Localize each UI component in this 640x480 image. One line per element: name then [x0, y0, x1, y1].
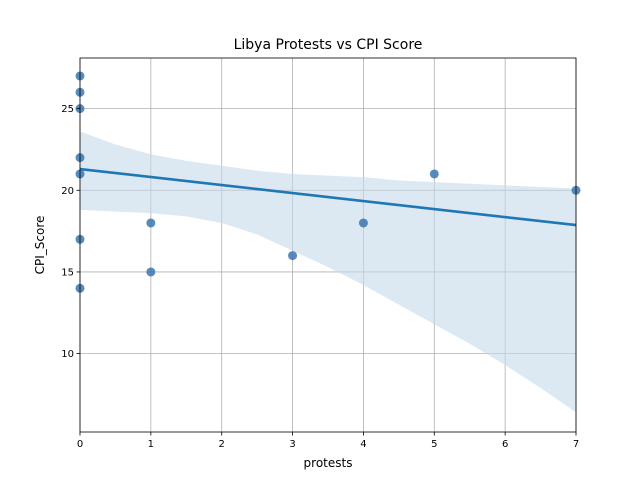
y-axis-ticks: 10 15 20 25: [61, 104, 80, 360]
plot-frame: [79, 57, 577, 433]
y-axis-label: CPI_Score: [33, 216, 47, 275]
x-tick-label: 6: [502, 439, 508, 450]
data-point: [146, 267, 156, 277]
regression-line: [79, 167, 577, 227]
x-tick-label: 7: [573, 439, 579, 450]
data-point: [288, 251, 298, 261]
x-tick-label: 0: [77, 439, 83, 450]
x-tick-label: 4: [360, 439, 366, 450]
x-tick-label: 3: [289, 439, 295, 450]
x-axis-ticks: 0 1 2 3 4 5 6 7: [77, 432, 579, 450]
x-axis-label: protests: [304, 456, 353, 470]
data-point: [358, 218, 368, 228]
chart-title: Libya Protests vs CPI Score: [234, 37, 423, 53]
x-tick-label: 2: [219, 439, 225, 450]
data-point: [429, 169, 439, 179]
confidence-band-area: [80, 131, 576, 413]
y-tick-label: 10: [61, 349, 74, 360]
y-tick-label: 20: [61, 186, 74, 197]
x-tick-label: 1: [148, 439, 154, 450]
regression-line-group: [79, 167, 577, 227]
data-point: [146, 218, 156, 228]
x-tick-label: 5: [431, 439, 437, 450]
confidence-band: [80, 131, 576, 413]
y-tick-label: 15: [61, 267, 74, 278]
y-tick-label: 25: [61, 104, 74, 115]
